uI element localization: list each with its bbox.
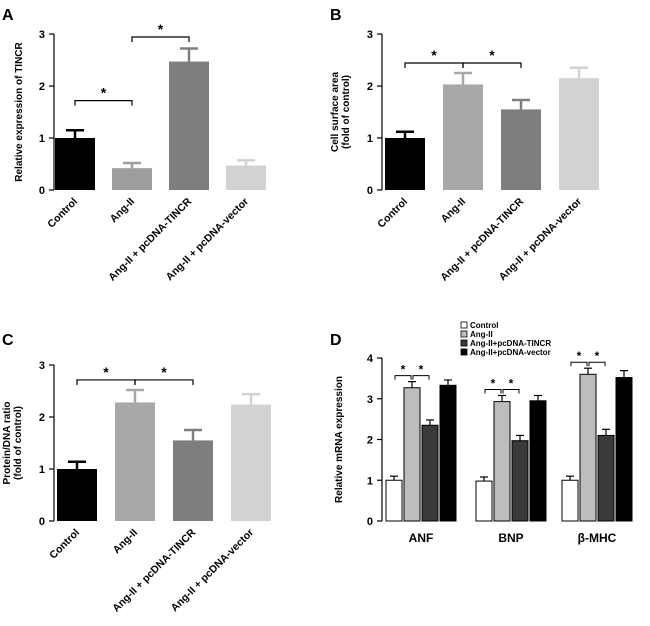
x-category-label: β-MHC — [578, 531, 617, 545]
panel-letter: A — [2, 7, 14, 24]
bar-2-1 — [579, 373, 597, 522]
significance-star: * — [491, 376, 496, 390]
bar-1-0 — [475, 480, 493, 522]
bar-2-0 — [561, 479, 579, 522]
significance-star: * — [489, 47, 495, 63]
bar-0 — [55, 138, 95, 190]
bar-0-3 — [439, 384, 457, 522]
significance-star: * — [158, 21, 164, 37]
significance-bracket — [394, 375, 412, 380]
bar-3 — [231, 404, 271, 521]
chart-panel-c: C 0 1 2 3 Protein/DNA ratio (fold of control) C… — [2, 332, 271, 615]
bar-0 — [57, 469, 97, 521]
legend-swatch — [460, 330, 468, 338]
x-tick-label: Ang-II — [439, 196, 469, 226]
bar-0-2 — [421, 424, 439, 522]
significance-bracket — [134, 379, 194, 385]
y-axis-label: Cell surface area — [330, 72, 341, 152]
x-tick-label: Control — [45, 196, 80, 231]
significance-bracket — [74, 100, 133, 106]
significance-bracket — [588, 361, 606, 367]
y-tick-label: 2 — [367, 435, 373, 447]
significance-star: * — [431, 47, 437, 63]
bar-2-2 — [597, 434, 615, 522]
significance-bracket — [412, 375, 430, 380]
bar-2 — [169, 61, 209, 191]
bar-1-3 — [529, 400, 547, 522]
x-category-label: ANF — [409, 531, 434, 545]
legend-label: Ang-II — [470, 330, 493, 339]
y-tick-label: 1 — [39, 133, 45, 145]
significance-star: * — [161, 364, 167, 380]
y-tick-label: 1 — [367, 475, 373, 487]
significance-bracket — [502, 388, 520, 394]
x-tick-label: Ang-II — [108, 196, 138, 226]
legend-label: Ang-II+pcDNA-vector — [470, 348, 551, 357]
panel-letter: D — [330, 332, 342, 349]
bar-0 — [385, 138, 425, 190]
y-tick-label: 1 — [367, 133, 373, 145]
bar-1 — [115, 402, 155, 521]
bar-3 — [559, 78, 599, 190]
bar-2-3 — [615, 377, 633, 522]
significance-bracket — [404, 62, 464, 68]
significance-star: * — [101, 85, 107, 101]
bar-1 — [112, 168, 152, 190]
significance-star: * — [595, 349, 600, 363]
legend-swatch — [460, 321, 468, 329]
significance-bracket — [484, 388, 502, 394]
x-tick-label: Control — [375, 196, 410, 231]
bar-0-0 — [385, 479, 403, 522]
x-tick-label: Ang-II — [111, 527, 141, 557]
significance-star: * — [401, 363, 406, 377]
legend-label: Control — [470, 321, 498, 330]
y-tick-label: 0 — [367, 516, 373, 528]
y-tick-label: 0 — [39, 185, 45, 197]
legend-label: Ang-II+pcDNA-TINCR — [470, 339, 551, 348]
bar-3 — [226, 165, 266, 190]
bar-2 — [173, 440, 213, 521]
significance-bracket — [76, 379, 136, 385]
y-axis-label: Relative mRNA expression — [334, 376, 345, 503]
y-axis-label: Protein/DNA ratio — [2, 402, 13, 485]
significance-bracket — [570, 361, 588, 367]
bar-1-2 — [511, 440, 529, 522]
y-tick-label: 1 — [39, 464, 45, 476]
chart-panel-b: B 0 1 2 3 Cell surface area (fold of control) C… — [330, 7, 599, 284]
significance-bracket — [462, 62, 522, 68]
bar-0-1 — [403, 387, 421, 522]
panel-letter: B — [330, 7, 342, 24]
bar-2 — [501, 109, 541, 190]
y-tick-label: 3 — [39, 360, 45, 372]
significance-star: * — [103, 364, 109, 380]
y-tick-label: 2 — [39, 81, 45, 93]
significance-star: * — [509, 376, 514, 390]
y-tick-label: 2 — [367, 81, 373, 93]
significance-bracket — [131, 36, 190, 42]
y-tick-label: 0 — [367, 185, 373, 197]
chart-panel-d: D 0 1 2 3 4 Relative mRNA expression ANF BNP β-MH… — [330, 321, 633, 545]
y-axis-label-2: (fold of control) — [13, 406, 24, 480]
significance-star: * — [577, 349, 582, 363]
y-tick-label: 3 — [367, 29, 373, 41]
y-tick-label: 2 — [39, 412, 45, 424]
panel-letter: C — [2, 332, 14, 349]
bar-1 — [443, 84, 483, 190]
chart-panel-a: A 0 1 2 3 Relative expression of TINCR Control… — [2, 7, 266, 284]
legend-swatch — [460, 348, 468, 356]
significance-star: * — [419, 363, 424, 377]
legend-swatch — [460, 339, 468, 347]
y-tick-label: 3 — [367, 394, 373, 406]
y-tick-label: 3 — [39, 29, 45, 41]
x-tick-label: Control — [47, 527, 82, 562]
legend: ControlAng-IIAng-II+pcDNA-TINCRAng-II+pc… — [460, 321, 551, 357]
y-tick-label: 4 — [367, 353, 374, 365]
bar-1-1 — [493, 401, 511, 522]
y-axis-label: Relative expression of TINCR — [14, 41, 25, 181]
x-category-label: BNP — [498, 531, 523, 545]
y-tick-label: 0 — [39, 516, 45, 528]
y-axis-label-2: (fold of control) — [341, 75, 352, 149]
